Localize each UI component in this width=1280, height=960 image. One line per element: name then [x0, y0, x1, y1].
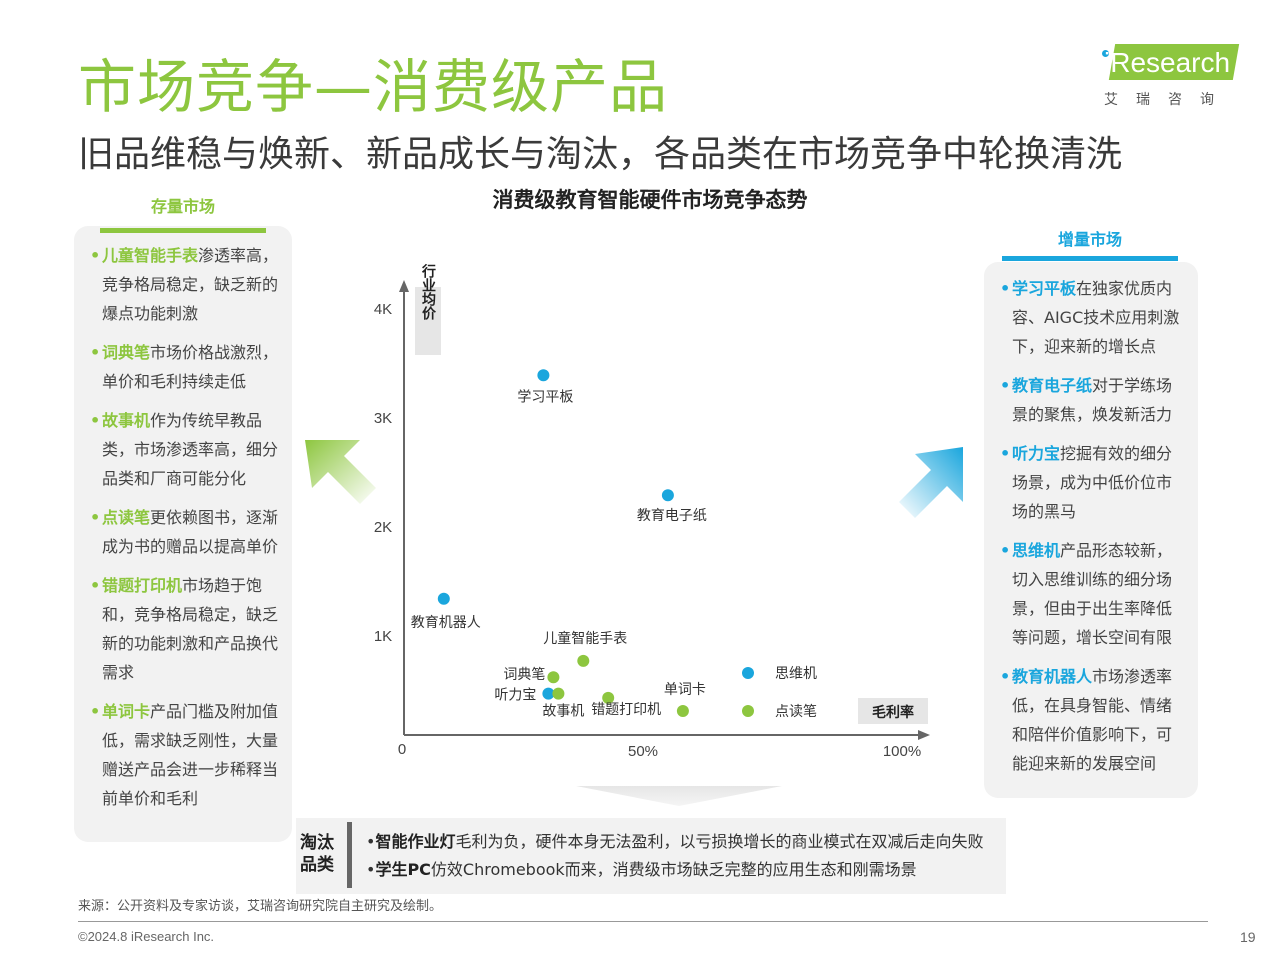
- data-label: 错题打印机: [591, 701, 661, 718]
- data-point: [676, 705, 689, 717]
- legend-marker-readpen: [742, 705, 754, 717]
- x-tick-label: 50%: [628, 743, 658, 760]
- x-axis-label: 毛利率: [872, 704, 914, 721]
- list-item: • 思维机产品形态较新，切入思维训练的细分场景，但由于出生率降低等问题，增长空间有…: [1000, 541, 1173, 647]
- data-label: 教育机器人: [411, 615, 481, 631]
- source-note: 来源：公开资料及专家访谈，艾瑞咨询研究院自主研究及绘制。: [78, 899, 443, 914]
- growth-market-title: 增量市场: [1057, 230, 1122, 249]
- list-item: • 听力宝挖掘有效的细分场景，成为中低价位市场的黑马: [1000, 444, 1173, 521]
- page-subtitle: 旧品维稳与焕新、新品成长与淘汰，各品类在市场竞争中轮换清洗: [78, 134, 1123, 175]
- data-label: 听力宝: [494, 688, 536, 704]
- list-item: •学生PC仿效Chromebook而来，消费级市场缺乏完整的应用生态和刚需场景: [366, 860, 917, 879]
- y-tick-label: 4K: [374, 301, 392, 318]
- data-point: [661, 489, 674, 502]
- data-point: [547, 671, 560, 684]
- elimination-panel: [296, 818, 1006, 894]
- data-label: 故事机: [542, 704, 584, 720]
- page-title: 市场竞争—消费级产品: [78, 53, 669, 121]
- y-label-box: [415, 287, 441, 355]
- growth-market-panel: [984, 262, 1198, 798]
- legend-label: 思维机: [775, 666, 817, 682]
- arrow-up-left-icon: [305, 440, 376, 504]
- x-label-box: [858, 698, 928, 724]
- logo-cn: 艾瑞咨询: [1104, 92, 1232, 108]
- arrow-up-right-icon: [899, 447, 963, 518]
- list-item: • 教育电子纸对于学练场景的聚焦，焕发新活力: [1000, 376, 1173, 424]
- y-tick-label: 1K: [374, 628, 392, 645]
- data-label: 教育电子纸: [637, 508, 707, 524]
- list-item: • 错题打印机市场趋于饱和，竞争格局稳定，缺乏新的功能刺激和产品换代需求: [90, 576, 279, 682]
- elimination-label: 淘汰品类: [300, 833, 334, 875]
- footer-divider: [78, 921, 1208, 922]
- x-tick-label: 100%: [883, 743, 921, 760]
- data-label: 词典笔: [503, 667, 545, 683]
- list-item: • 单词卡产品门槛及附加值低，需求缺乏刚性，大量赠送产品会进一步稀释当前单价和毛利: [90, 702, 279, 808]
- copyright: ©2024.8 iResearch Inc.: [78, 929, 215, 944]
- list-item: • 教育机器人市场渗透率低，在具身智能、情绪和陪伴价值影响下，可能迎来新的发展空间: [1000, 667, 1173, 773]
- elimination-list: •智能作业灯毛利为负，硬件本身无法盈利，以亏损换增长的商业模式在双减后走向失败 …: [366, 828, 1002, 884]
- elimination-divider: [347, 822, 352, 888]
- data-label: 儿童智能手表: [543, 630, 627, 647]
- data-point: [577, 654, 590, 667]
- y-axis-arrow: [399, 280, 409, 292]
- iresearch-logo: iResearch 艾瑞咨询: [1090, 40, 1250, 116]
- data-point: [542, 687, 555, 700]
- logo-text: iResearch: [1104, 47, 1231, 78]
- stock-market-underline: [100, 228, 266, 233]
- data-label: 学习平板: [517, 389, 573, 405]
- list-item: • 儿童智能手表渗透率高，竞争格局稳定，缺乏新的爆点功能刺激: [90, 246, 279, 323]
- legend-marker-thinking: [742, 667, 754, 679]
- chart-title: 消费级教育智能硬件市场竞争态势: [492, 188, 808, 212]
- list-item: • 词典笔市场价格战激烈，单价和毛利持续走低: [90, 343, 279, 391]
- stock-market-list: • 儿童智能手表渗透率高，竞争格局稳定，缺乏新的爆点功能刺激 • 词典笔市场价格战激…: [90, 241, 286, 823]
- list-item: •智能作业灯毛利为负，硬件本身无法盈利，以亏损换增长的商业模式在双减后走向失败: [366, 832, 984, 851]
- list-item: • 学习平板在独家优质内容、AIGC技术应用刺激下，迎来新的增长点: [1000, 279, 1180, 356]
- stock-market-title: 存量市场: [150, 197, 215, 216]
- y-tick-label: 2K: [374, 519, 392, 536]
- stock-market-panel: [74, 226, 292, 842]
- growth-market-underline: [1002, 256, 1178, 261]
- legend-label: 点读笔: [775, 703, 817, 720]
- y-tick-label: 3K: [374, 410, 392, 427]
- data-point: [552, 687, 565, 700]
- growth-market-list: • 学习平板在独家优质内容、AIGC技术应用刺激下，迎来新的增长点 • 教育电子纸对…: [1000, 274, 1184, 788]
- list-item: • 故事机作为传统早教品类，市场渗透率高，细分品类和厂商可能分化: [90, 411, 279, 488]
- data-point: [437, 592, 450, 605]
- data-point: [602, 691, 615, 704]
- x-tick-label: 0: [398, 741, 406, 758]
- list-item: • 点读笔更依赖图书，逐渐成为书的赠品以提高单价: [90, 508, 279, 556]
- page-number: 19: [1240, 929, 1256, 945]
- down-triangle-icon: [576, 786, 782, 806]
- data-point: [537, 369, 550, 382]
- x-axis-arrow: [918, 730, 930, 740]
- data-label: 单词卡: [664, 682, 706, 698]
- y-axis-label: 行业均价: [420, 263, 437, 321]
